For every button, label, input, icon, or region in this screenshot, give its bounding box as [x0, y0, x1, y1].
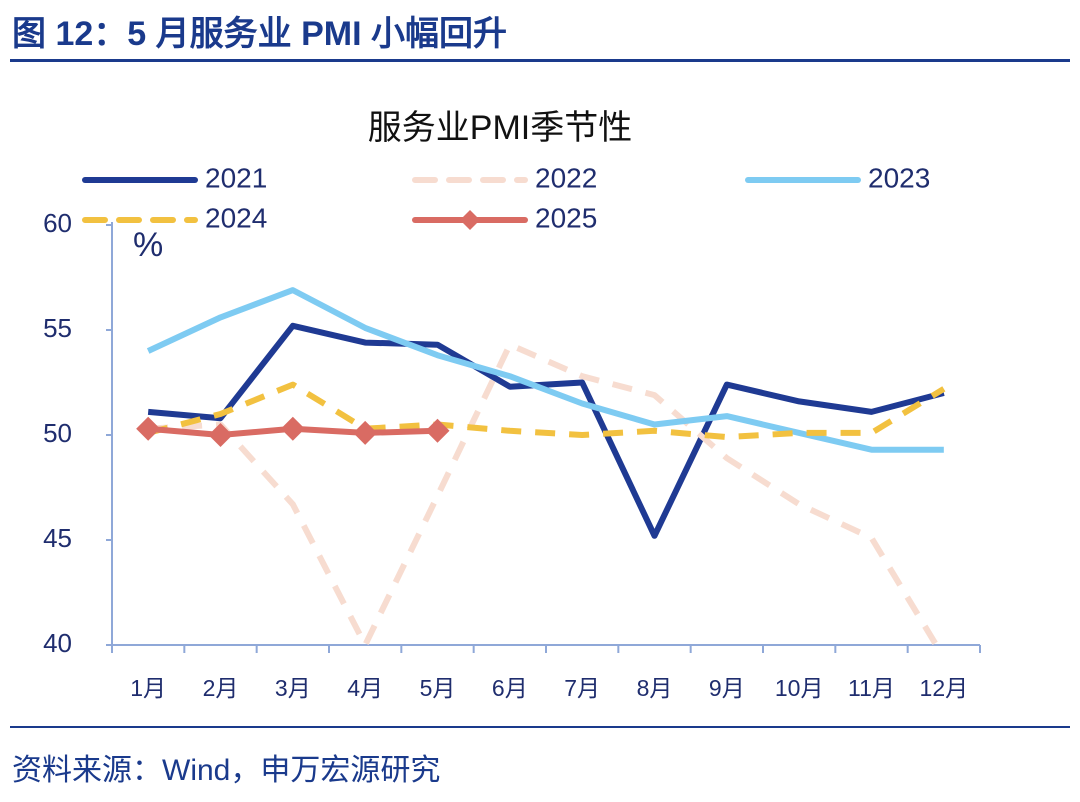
point-marker	[280, 416, 305, 441]
point-marker	[425, 418, 450, 443]
y-tick-label: 50	[43, 418, 72, 448]
x-tick-label: 10月	[775, 675, 824, 701]
header-title: 图 12：5 月服务业 PMI 小幅回升	[12, 15, 507, 53]
series-line	[147, 341, 942, 648]
x-tick-label: 3月	[275, 675, 311, 701]
x-tick-label: 7月	[564, 675, 600, 701]
x-tick-label: 11月	[848, 675, 895, 701]
x-tick-label: 8月	[637, 675, 673, 701]
legend-label: 2025	[535, 202, 597, 233]
legend-label: 2024	[205, 202, 267, 233]
series-line	[147, 381, 946, 441]
y-tick-label: 40	[43, 628, 72, 658]
x-tick-label: 12月	[920, 675, 969, 701]
series-line	[146, 287, 944, 453]
legend-label: 2023	[868, 162, 930, 193]
x-tick-label: 9月	[709, 675, 745, 701]
x-tick-label: 5月	[420, 675, 456, 701]
y-tick-label: 45	[43, 523, 72, 553]
series-line	[147, 322, 945, 539]
header-rule	[10, 59, 1070, 62]
point-marker	[136, 416, 161, 441]
x-tick-label: 1月	[130, 675, 166, 701]
x-tick-label: 4月	[347, 675, 383, 701]
y-tick-label: 60	[43, 208, 72, 238]
x-tick-label: 2月	[203, 675, 239, 701]
legend-label: 2022	[535, 162, 597, 193]
y-unit: %	[133, 226, 163, 264]
chart-title: 服务业PMI季节性	[368, 109, 632, 147]
plot-area	[136, 287, 946, 648]
legend-marker	[460, 210, 480, 230]
point-marker	[208, 423, 233, 447]
x-tick-label: 6月	[492, 675, 528, 701]
point-marker	[353, 420, 378, 445]
legend-label: 2021	[205, 162, 267, 193]
footer-rule	[10, 726, 1070, 728]
footer-source: 资料来源：Wind，申万宏源研究	[12, 754, 440, 787]
y-tick-label: 55	[43, 313, 72, 343]
